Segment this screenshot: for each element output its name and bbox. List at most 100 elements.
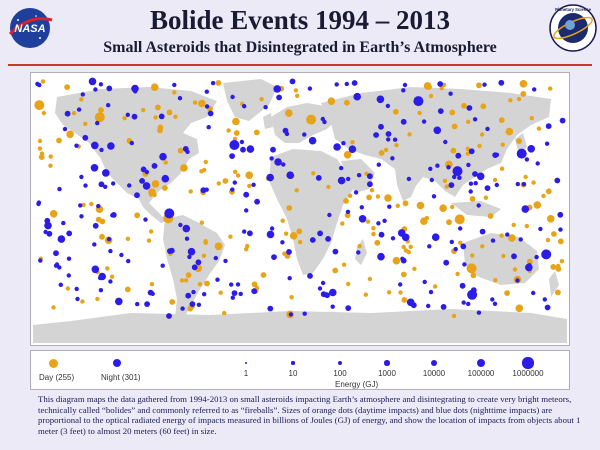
page-title: Bolide Events 1994 – 2013 [149, 5, 451, 35]
planetary-science-logo: Planetary Science [549, 4, 597, 52]
world-map [30, 72, 570, 346]
day-impact-dot [480, 244, 485, 249]
night-impact-dot [66, 256, 72, 261]
day-impact-dot [297, 239, 303, 245]
day-impact-dot [446, 219, 452, 226]
energy-scale-dot [291, 361, 295, 365]
day-impact-dot [185, 272, 192, 278]
day-impact-dot [80, 299, 85, 304]
day-impact-dot [222, 310, 227, 316]
day-impact-dot [179, 278, 185, 283]
night-impact-dot [102, 169, 110, 177]
night-impact-dot [142, 182, 151, 190]
night-impact-dot [466, 162, 471, 168]
night-impact-dot [542, 297, 547, 302]
day-impact-dot [197, 282, 203, 287]
night-impact-dot [302, 311, 307, 316]
night-impact-dot [270, 146, 276, 153]
day-impact-dot [39, 151, 45, 156]
night-impact-dot [531, 290, 536, 296]
day-impact-dot [531, 180, 536, 185]
night-impact-dot [126, 258, 131, 264]
night-impact-dot [244, 208, 249, 213]
night-impact-dot [74, 286, 79, 292]
night-impact-dot [431, 194, 437, 199]
night-impact-dot [317, 230, 323, 237]
day-impact-dot [235, 173, 241, 178]
night-impact-dot [66, 230, 73, 237]
day-impact-dot [401, 244, 406, 250]
night-impact-dot [527, 145, 535, 153]
day-impact-dot [466, 263, 477, 274]
day-impact-dot [533, 201, 542, 209]
day-impact-dot [401, 297, 408, 303]
day-impact-dot [392, 108, 399, 115]
night-impact-dot [166, 313, 172, 319]
night-impact-dot [302, 132, 307, 137]
night-impact-dot [271, 254, 277, 260]
night-impact-dot [467, 289, 478, 300]
night-impact-dot [378, 231, 385, 238]
day-impact-dot [439, 204, 447, 212]
day-impact-dot [501, 253, 506, 259]
day-impact-dot [141, 107, 146, 113]
night-impact-dot [448, 182, 455, 188]
night-impact-dot [339, 165, 344, 171]
night-impact-dot [131, 113, 138, 120]
night-impact-dot [107, 142, 115, 150]
night-impact-dot [161, 174, 170, 183]
night-impact-dot [452, 166, 463, 177]
day-impact-dot [383, 147, 389, 153]
night-impact-dot [558, 227, 563, 232]
night-impact-dot [490, 238, 496, 243]
day-impact-dot [454, 214, 465, 225]
day-impact-dot [417, 110, 422, 116]
night-impact-dot [215, 277, 220, 282]
night-impact-dot [426, 303, 431, 309]
day-impact-dot [51, 305, 56, 310]
day-impact-dot [344, 212, 351, 219]
day-impact-dot [306, 114, 317, 125]
day-impact-dot [500, 142, 505, 147]
night-impact-dot [202, 292, 207, 297]
day-impact-dot [498, 117, 505, 123]
day-impact-dot [124, 286, 131, 293]
day-impact-dot [412, 266, 417, 271]
day-impact-dot [545, 237, 551, 243]
night-impact-dot [353, 190, 359, 195]
day-impact-dot [94, 112, 105, 123]
night-impact-dot [468, 181, 474, 186]
night-impact-dot [135, 301, 140, 307]
night-impact-dot [376, 162, 381, 167]
title-rule [8, 64, 592, 66]
night-impact-dot [99, 147, 104, 153]
night-impact-dot [466, 105, 473, 111]
night-impact-dot [544, 304, 551, 311]
night-impact-dot [191, 289, 196, 295]
legend-day-label: Day (255) [39, 373, 75, 382]
night-impact-dot [398, 282, 403, 287]
day-impact-dot [218, 290, 223, 295]
night-impact-dot [421, 119, 427, 124]
day-impact-dot [172, 90, 177, 95]
night-impact-dot [178, 222, 183, 228]
day-impact-dot [66, 130, 74, 139]
day-impact-dot [99, 218, 106, 225]
day-impact-dot [555, 266, 562, 272]
night-impact-dot [453, 246, 458, 252]
night-impact-dot [473, 181, 478, 186]
night-impact-dot [289, 78, 296, 85]
night-impact-dot [266, 230, 275, 239]
night-impact-dot [57, 235, 66, 243]
night-impact-dot [204, 89, 209, 94]
night-impact-dot [373, 132, 379, 138]
madagascar [355, 239, 367, 265]
day-impact-dot [375, 194, 381, 199]
night-impact-dot [534, 254, 539, 260]
day-impact-dot [134, 212, 140, 219]
africa [269, 149, 353, 275]
night-impact-dot [74, 143, 79, 148]
energy-scale-dot [244, 361, 248, 365]
day-impact-dot [551, 231, 557, 237]
uk [263, 113, 273, 129]
